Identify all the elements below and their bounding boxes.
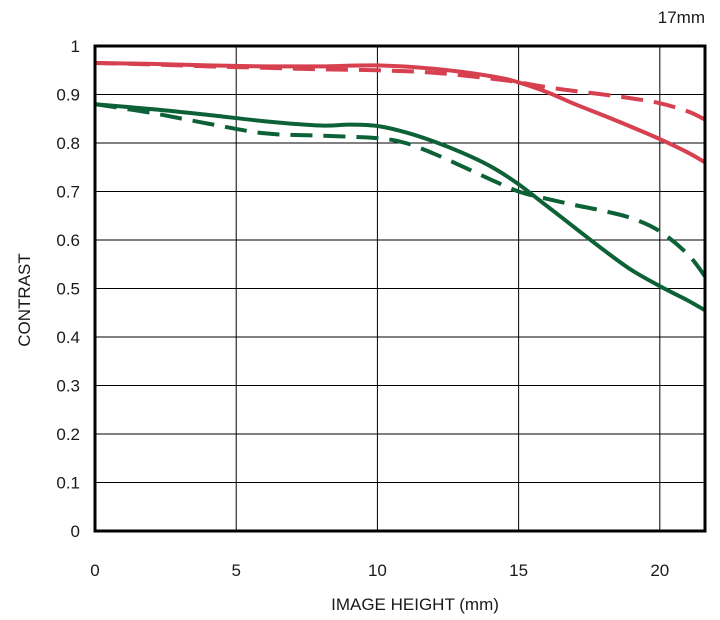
chart-title: 17mm [658,8,705,27]
x-tick-label: 0 [90,561,99,580]
x-tick-label: 20 [650,561,669,580]
y-tick-label: 0.7 [56,183,80,202]
x-tick-labels: 0 5 10 15 20 [90,561,669,580]
plot-frame [93,44,707,533]
series-line-4 [94,102,707,278]
x-tick-label: 15 [509,561,528,580]
series-line-3 [94,102,706,313]
y-tick-label: 0 [71,522,80,541]
y-tick-label: 0.2 [56,425,80,444]
series-lines [94,61,707,313]
y-tick-label: 0.4 [56,328,80,347]
y-tick-label: 1 [71,37,80,56]
series-line-2 [94,61,706,122]
x-tick-label: 5 [231,561,240,580]
y-tick-label: 0.6 [56,231,80,250]
x-axis-label: IMAGE HEIGHT (mm) [331,595,499,614]
y-tick-label: 0.3 [56,377,80,396]
y-tick-label: 0.9 [56,86,80,105]
y-tick-label: 0.1 [56,474,80,493]
x-tick-label: 10 [368,561,387,580]
y-tick-label: 0.8 [56,134,80,153]
y-axis-label: CONTRAST [15,253,34,347]
y-tick-label: 0.5 [56,280,80,299]
y-tick-labels: 0 0.1 0.2 0.3 0.4 0.5 0.6 0.7 0.8 0.9 1 [56,37,80,541]
